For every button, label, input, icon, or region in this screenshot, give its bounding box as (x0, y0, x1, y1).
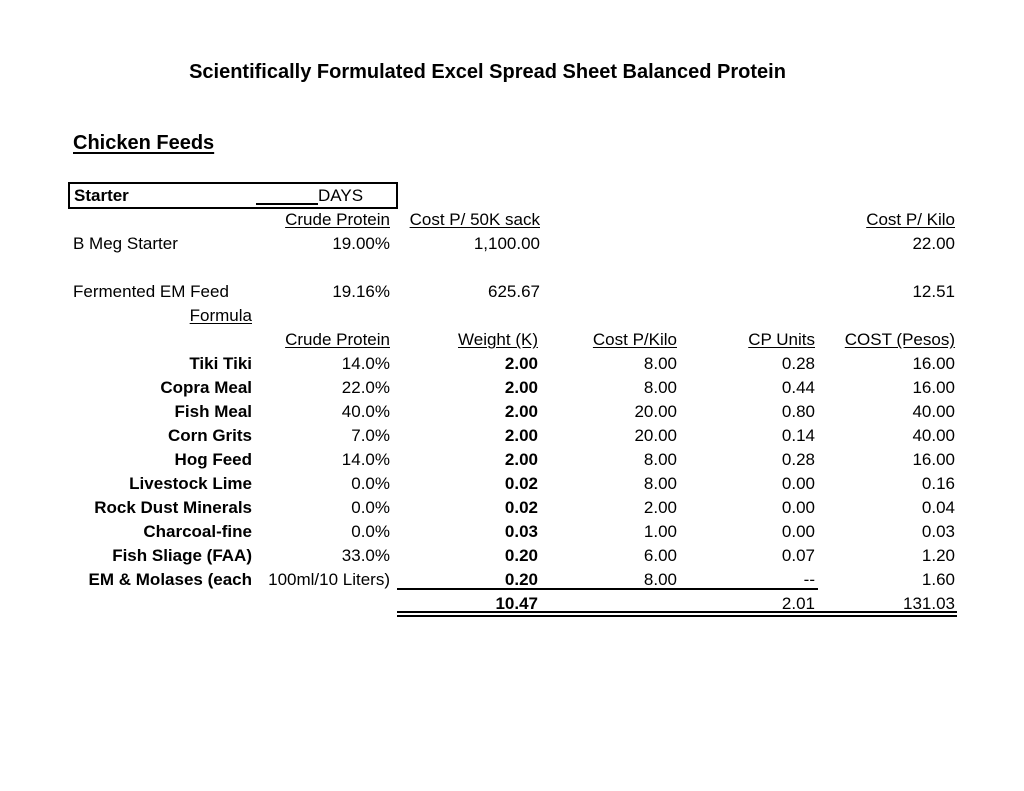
ingredient-cost: 40.00 (912, 426, 955, 445)
ingredient-weight: 2.00 (504, 426, 538, 445)
ingredient-weight: 0.02 (504, 498, 538, 517)
ingredient-name: Hog Feed (174, 450, 252, 469)
premade-header-crude-protein: Crude Protein (285, 210, 390, 229)
ingredient-cost-per-kilo: 8.00 (643, 570, 677, 589)
ingredient-cost: 16.00 (912, 354, 955, 373)
feed-name: B Meg Starter (73, 234, 178, 253)
grand-total-double-rule (397, 611, 957, 617)
starter-label: Starter (74, 186, 129, 205)
ingredient-name: Tiki Tiki (189, 354, 252, 373)
formula-header-weight: Weight (K) (458, 330, 538, 349)
ingredient-crude-protein: 22.0% (341, 378, 390, 397)
ingredient-weight: 2.00 (504, 450, 538, 469)
ingredient-crude-protein: 14.0% (341, 354, 390, 373)
ingredient-name: Fish Meal (174, 402, 252, 421)
ingredient-cost: 0.04 (921, 498, 955, 517)
ingredient-weight: 2.00 (504, 354, 538, 373)
feed-crude-protein: 19.00% (332, 234, 390, 253)
totals-separator-line (397, 588, 818, 590)
total-weight: 10.47 (495, 594, 538, 613)
ingredient-crude-protein: 0.0% (351, 522, 390, 541)
ingredient-weight: 0.20 (504, 570, 538, 589)
ingredient-name: EM & Molases (each (88, 570, 252, 589)
ingredient-crude-protein: 14.0% (341, 450, 390, 469)
ingredient-cp-units: 0.07 (781, 546, 815, 565)
ingredient-cp-units: 0.00 (781, 474, 815, 493)
ingredient-crude-protein: 0.0% (351, 474, 390, 493)
total-cp-units: 2.01 (781, 594, 815, 613)
ingredient-cp-units: 0.28 (781, 354, 815, 373)
ingredient-crude-protein: 100ml/10 Liters) (268, 570, 390, 589)
feed-cost-per-kilo: 22.00 (912, 234, 955, 253)
premade-header-cost-per-sack: Cost P/ 50K sack (409, 210, 540, 229)
ingredient-name: Rock Dust Minerals (94, 498, 252, 517)
ingredient-name: Corn Grits (167, 426, 252, 445)
ingredient-cost: 1.20 (921, 546, 955, 565)
ingredient-cost-per-kilo: 8.00 (643, 450, 677, 469)
ingredient-cp-units: -- (803, 570, 815, 589)
ingredient-weight: 2.00 (504, 378, 538, 397)
ingredient-crude-protein: 33.0% (341, 546, 390, 565)
formula-header-cost-per-kilo: Cost P/Kilo (592, 330, 677, 349)
formula-header-cost: COST (Pesos) (844, 330, 955, 349)
feed-cost-per-kilo: 12.51 (912, 282, 955, 301)
ingredient-name: Charcoal-fine (143, 522, 252, 541)
ingredient-cost-per-kilo: 8.00 (643, 474, 677, 493)
ingredient-weight: 0.20 (504, 546, 538, 565)
ingredient-cp-units: 0.14 (781, 426, 815, 445)
feed-crude-protein: 19.16% (332, 282, 390, 301)
formula-header-crude-protein: Crude Protein (285, 330, 390, 349)
days-label: DAYS (318, 186, 364, 205)
ingredient-cp-units: 0.00 (781, 522, 815, 541)
feed-name: Fermented EM Feed (73, 282, 229, 301)
starter-days-box: Starter DAYS (68, 182, 398, 209)
ingredient-name: Fish Sliage (FAA) (112, 546, 252, 565)
ingredient-crude-protein: 40.0% (341, 402, 390, 421)
feed-cost-per-sack: 625.67 (488, 282, 540, 301)
ingredient-cost-per-kilo: 20.00 (634, 426, 677, 445)
ingredient-cost-per-kilo: 8.00 (643, 378, 677, 397)
section-heading-chicken-feeds: Chicken Feeds (73, 132, 215, 154)
ingredient-name: Copra Meal (160, 378, 252, 397)
ingredient-cost-per-kilo: 8.00 (643, 354, 677, 373)
ingredient-cost: 0.03 (921, 522, 955, 541)
ingredient-cost: 0.16 (921, 474, 955, 493)
ingredient-weight: 0.02 (504, 474, 538, 493)
ingredient-weight: 0.03 (504, 522, 538, 541)
ingredient-cost-per-kilo: 6.00 (643, 546, 677, 565)
ingredient-name: Livestock Lime (129, 474, 252, 493)
ingredient-cost-per-kilo: 1.00 (643, 522, 677, 541)
formula-table: Crude Protein Weight (K) Cost P/Kilo CP … (40, 328, 955, 616)
ingredient-weight: 2.00 (504, 402, 538, 421)
days-blank-line (256, 203, 318, 205)
ingredient-crude-protein: 7.0% (351, 426, 390, 445)
ingredient-crude-protein: 0.0% (351, 498, 390, 517)
ingredient-cp-units: 0.00 (781, 498, 815, 517)
ingredient-cp-units: 0.28 (781, 450, 815, 469)
total-cost: 131.03 (903, 594, 955, 613)
premade-feeds-table: Crude Protein Cost P/ 50K sack Cost P/ K… (40, 208, 955, 328)
page-title: Scientifically Formulated Excel Spread S… (189, 61, 786, 83)
premade-header-cost-per-kilo: Cost P/ Kilo (866, 210, 955, 229)
ingredient-cost: 16.00 (912, 450, 955, 469)
ingredient-cost-per-kilo: 20.00 (634, 402, 677, 421)
feed-cost-per-sack: 1,100.00 (473, 234, 540, 253)
ingredient-cp-units: 0.44 (781, 378, 815, 397)
ingredient-cp-units: 0.80 (781, 402, 815, 421)
formula-label: Formula (189, 306, 252, 325)
formula-header-cp-units: CP Units (748, 330, 815, 349)
ingredient-cost: 1.60 (921, 570, 955, 589)
ingredient-cost: 40.00 (912, 402, 955, 421)
ingredient-cost-per-kilo: 2.00 (643, 498, 677, 517)
ingredient-cost: 16.00 (912, 378, 955, 397)
